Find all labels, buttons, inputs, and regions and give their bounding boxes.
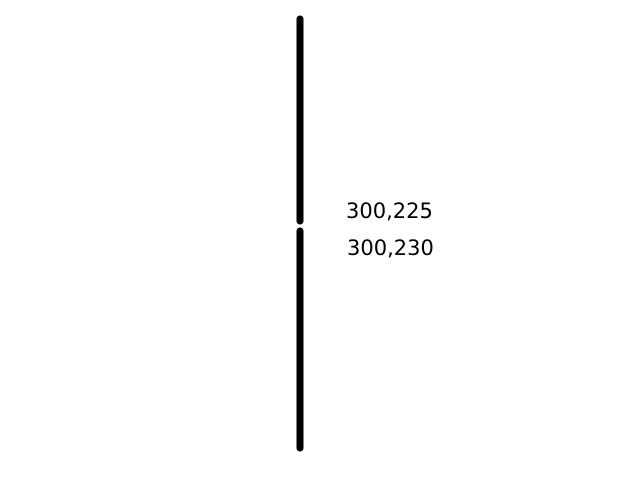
lower-coordinate-label: 300,230 xyxy=(347,236,434,260)
upper-coordinate-label: 300,225 xyxy=(346,199,433,223)
